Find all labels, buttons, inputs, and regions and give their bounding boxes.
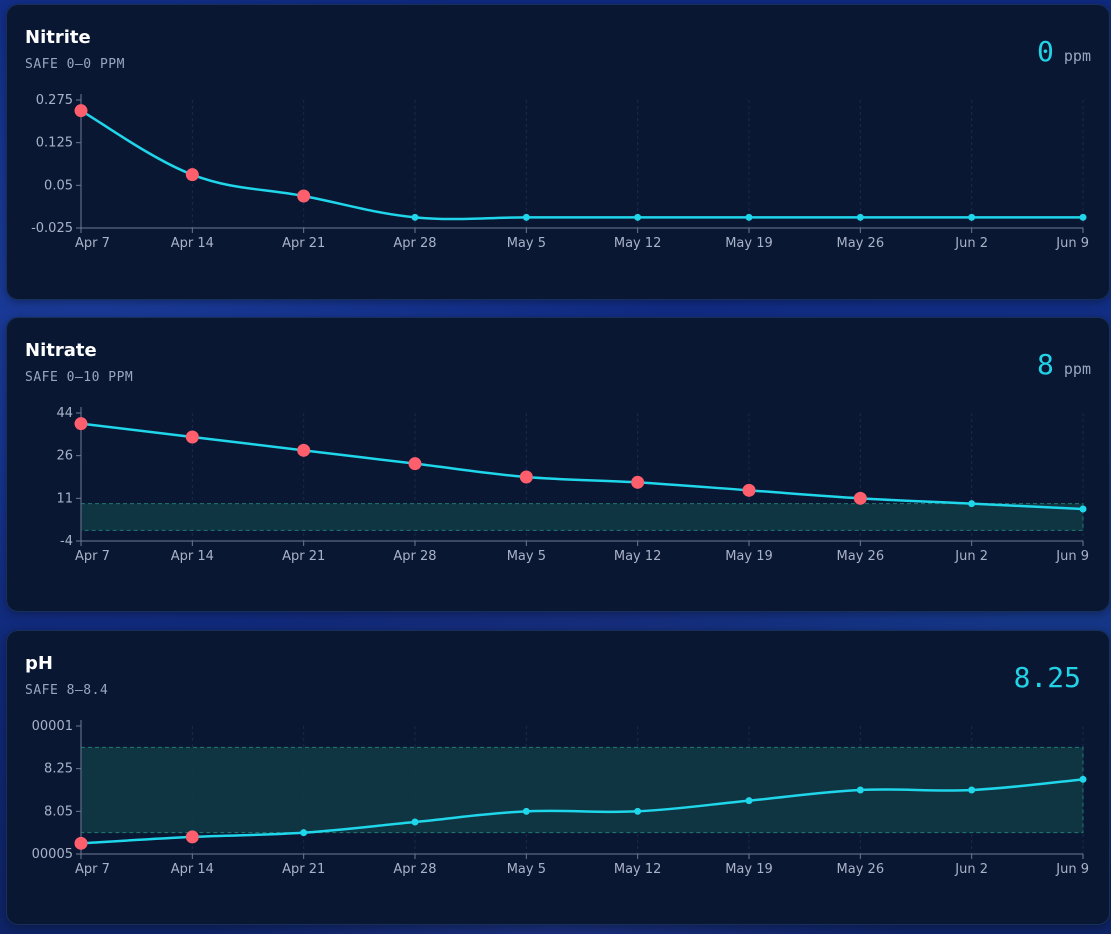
x-tick-label: Apr 14: [171, 236, 214, 251]
series-line: [80, 109, 1083, 221]
data-point[interactable]: [522, 807, 530, 815]
x-tick-label: May 26: [837, 549, 885, 564]
data-point[interactable]: [856, 213, 864, 221]
alert-data-point[interactable]: [631, 475, 645, 489]
alert-data-point[interactable]: [185, 430, 199, 444]
series-line: [80, 778, 1084, 845]
y-tick-label: 00005: [32, 847, 73, 862]
alert-data-point[interactable]: [185, 830, 199, 844]
y-tick-label: -4: [60, 534, 73, 549]
x-tick-label: May 12: [614, 549, 662, 564]
y-tick-label: 00001: [32, 719, 73, 734]
x-tick-label: Apr 21: [282, 549, 325, 564]
alert-data-point[interactable]: [74, 104, 88, 118]
y-tick-label: 0.05: [44, 178, 73, 193]
alert-data-point[interactable]: [853, 491, 867, 505]
safe-range-label: SAFE 0–10 PPM: [25, 370, 134, 385]
card-title: Nitrite: [25, 27, 91, 48]
y-tick-label: 44: [56, 406, 73, 421]
current-value: 0 ppm: [1037, 35, 1091, 68]
x-tick-label: Apr 28: [393, 236, 436, 251]
data-point[interactable]: [634, 807, 642, 815]
x-tick-label: May 12: [614, 236, 662, 251]
alert-data-point[interactable]: [74, 417, 88, 431]
data-point[interactable]: [1079, 775, 1087, 783]
y-tick-label: 0.275: [36, 93, 73, 108]
x-tick-label: Jun 2: [954, 549, 988, 564]
x-tick-label: May 12: [614, 862, 662, 877]
y-tick-label: 8.05: [44, 804, 73, 819]
series-line: [80, 422, 1084, 511]
value-number: 8.25: [1013, 661, 1081, 694]
y-tick-label: 11: [56, 491, 73, 506]
x-tick-label: May 5: [507, 549, 546, 564]
x-tick-label: Apr 7: [75, 862, 110, 877]
data-point[interactable]: [300, 829, 308, 837]
x-tick-label: Apr 14: [171, 549, 214, 564]
data-point[interactable]: [1079, 213, 1087, 221]
nitrite-card: Nitrite SAFE 0–0 PPM 0 ppm 0.275 0.125 0.05…: [6, 4, 1110, 300]
value-number: 0: [1037, 35, 1054, 68]
x-tick-label: May 5: [507, 236, 546, 251]
x-tick-label: Apr 21: [282, 236, 325, 251]
alert-data-point[interactable]: [297, 189, 311, 203]
alert-data-point[interactable]: [742, 483, 756, 497]
alert-data-point[interactable]: [297, 443, 311, 457]
x-tick-label: May 26: [837, 236, 885, 251]
data-point[interactable]: [745, 213, 753, 221]
data-point[interactable]: [522, 213, 530, 221]
y-tick-label: -0.025: [31, 221, 73, 236]
value-unit: ppm: [1063, 47, 1091, 65]
data-point[interactable]: [968, 500, 976, 508]
x-tick-label: Jun 9: [1055, 549, 1089, 564]
safe-range-label: SAFE 0–0 PPM: [25, 57, 125, 72]
x-tick-label: May 19: [725, 862, 773, 877]
card-title: pH: [25, 653, 53, 674]
y-tick-label: 26: [56, 449, 73, 464]
data-point[interactable]: [968, 213, 976, 221]
x-tick-label: May 19: [725, 236, 773, 251]
alert-data-point[interactable]: [74, 836, 88, 850]
x-tick-label: Apr 28: [393, 862, 436, 877]
x-tick-label: Jun 9: [1055, 862, 1089, 877]
current-value: 8 ppm: [1037, 348, 1091, 381]
nitrate-card: Nitrate SAFE 0–10 PPM 8 ppm 44 26 11 -4 Apr 7…: [6, 317, 1110, 612]
data-point[interactable]: [1079, 505, 1087, 513]
value-unit: ppm: [1063, 360, 1091, 378]
x-tick-label: Apr 28: [393, 549, 436, 564]
alert-data-point[interactable]: [408, 457, 422, 471]
safe-range-band: [80, 503, 1084, 531]
data-point[interactable]: [745, 797, 753, 805]
ph-card: pH SAFE 8–8.4 8.25 00001 8.25 8.05 00005 Apr…: [6, 630, 1110, 925]
value-number: 8: [1037, 348, 1054, 381]
current-value: 8.25: [1014, 661, 1091, 694]
x-tick-label: Jun 2: [954, 236, 988, 251]
data-point[interactable]: [634, 213, 642, 221]
y-tick-label: 0.125: [36, 136, 73, 151]
alert-data-point[interactable]: [519, 470, 533, 484]
x-tick-label: May 19: [725, 549, 773, 564]
x-tick-label: Jun 9: [1055, 236, 1089, 251]
data-point[interactable]: [856, 786, 864, 794]
y-tick-label: 8.25: [44, 762, 73, 777]
card-title: Nitrate: [25, 340, 97, 361]
x-tick-label: Apr 21: [282, 862, 325, 877]
x-tick-label: Apr 7: [75, 236, 110, 251]
alert-data-point[interactable]: [185, 168, 199, 182]
x-tick-label: Apr 14: [171, 862, 214, 877]
data-point[interactable]: [411, 213, 419, 221]
x-tick-label: Apr 7: [75, 549, 110, 564]
x-tick-label: Jun 2: [954, 862, 988, 877]
x-tick-label: May 5: [507, 862, 546, 877]
safe-range-label: SAFE 8–8.4: [25, 683, 109, 698]
x-tick-label: May 26: [837, 862, 885, 877]
data-point[interactable]: [968, 786, 976, 794]
data-point[interactable]: [411, 818, 419, 826]
